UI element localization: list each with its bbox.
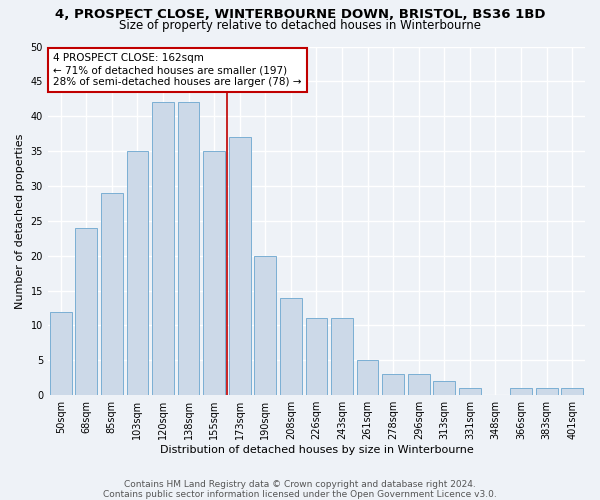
Bar xyxy=(229,137,251,395)
Bar xyxy=(178,102,199,395)
Bar xyxy=(382,374,404,395)
Bar xyxy=(536,388,557,395)
Text: 4, PROSPECT CLOSE, WINTERBOURNE DOWN, BRISTOL, BS36 1BD: 4, PROSPECT CLOSE, WINTERBOURNE DOWN, BR… xyxy=(55,8,545,20)
Text: Contains HM Land Registry data © Crown copyright and database right 2024.
Contai: Contains HM Land Registry data © Crown c… xyxy=(103,480,497,499)
Bar xyxy=(510,388,532,395)
Bar xyxy=(101,193,123,395)
Bar xyxy=(76,228,97,395)
Bar xyxy=(433,382,455,395)
Bar xyxy=(562,388,583,395)
Text: Size of property relative to detached houses in Winterbourne: Size of property relative to detached ho… xyxy=(119,19,481,32)
Bar xyxy=(280,298,302,395)
Text: 4 PROSPECT CLOSE: 162sqm
← 71% of detached houses are smaller (197)
28% of semi-: 4 PROSPECT CLOSE: 162sqm ← 71% of detach… xyxy=(53,54,302,86)
Bar xyxy=(459,388,481,395)
Bar xyxy=(305,318,328,395)
Bar xyxy=(357,360,379,395)
Y-axis label: Number of detached properties: Number of detached properties xyxy=(15,133,25,308)
Bar xyxy=(50,312,71,395)
Bar xyxy=(203,151,225,395)
X-axis label: Distribution of detached houses by size in Winterbourne: Distribution of detached houses by size … xyxy=(160,445,473,455)
Bar xyxy=(331,318,353,395)
Bar xyxy=(408,374,430,395)
Bar xyxy=(254,256,276,395)
Bar xyxy=(127,151,148,395)
Bar xyxy=(152,102,174,395)
